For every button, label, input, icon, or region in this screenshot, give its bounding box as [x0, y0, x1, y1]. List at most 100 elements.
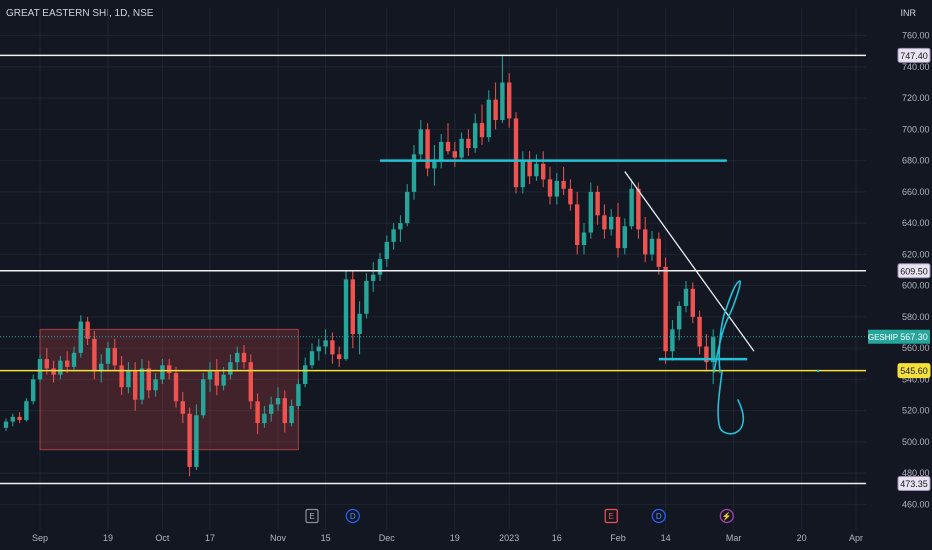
candle-body	[636, 188, 641, 230]
candle-body	[133, 370, 138, 400]
candle-body	[479, 123, 485, 138]
event-marker-label: D	[656, 512, 662, 521]
price-tick-label: 720.00	[902, 93, 930, 103]
trend-line	[624, 171, 755, 352]
candle-body	[581, 232, 587, 245]
candle-body	[112, 348, 117, 366]
price-tick-label: 520.00	[902, 406, 930, 416]
candle-body	[201, 379, 206, 416]
candle-body	[44, 359, 49, 369]
candle-body	[235, 352, 240, 363]
candle-body	[629, 188, 634, 227]
consolidation-zone	[39, 328, 299, 451]
time-tick-label: 19	[450, 533, 460, 543]
candle-body	[105, 348, 111, 364]
candle-body	[690, 288, 695, 317]
time-tick-label: 17	[205, 533, 215, 543]
candle-body	[37, 359, 43, 380]
time-tick-label: Apr	[849, 533, 863, 543]
marker-dot	[816, 369, 820, 373]
candle-body	[656, 238, 661, 267]
price-tick-label: 560.00	[902, 343, 930, 353]
candle-body	[194, 415, 199, 467]
candle-body	[146, 368, 151, 391]
candle-body	[391, 229, 396, 242]
price-level-label: 609.50	[900, 266, 928, 276]
candle-body	[51, 368, 56, 375]
candle-body	[398, 223, 403, 230]
event-marker	[651, 508, 666, 524]
candle-body	[323, 340, 328, 347]
candle-body	[622, 226, 627, 249]
candle-body	[309, 351, 315, 366]
price-tick-label: 480.00	[902, 468, 930, 478]
time-tick-label: Mar	[726, 533, 742, 543]
candle-body	[24, 401, 29, 420]
time-tick-label: Oct	[155, 533, 170, 543]
candle-body	[275, 398, 281, 405]
candle-body	[547, 179, 553, 197]
price-tick-label: 640.00	[902, 218, 930, 228]
candle-body	[241, 352, 247, 363]
candle-body	[432, 160, 437, 169]
event-markers: E D E D ⚡	[305, 508, 734, 524]
candle-body	[228, 362, 233, 375]
candle-body	[405, 191, 410, 224]
candle-body	[255, 401, 260, 424]
price-tick-label: 660.00	[902, 187, 930, 197]
candle-body	[187, 413, 192, 467]
candle-body	[534, 163, 539, 177]
last-price-label: 567.30	[900, 332, 928, 342]
candle-body	[575, 204, 580, 245]
candle-body	[343, 279, 349, 360]
candle-body	[711, 337, 716, 363]
candle-body	[425, 129, 430, 169]
price-tick-label: 500.00	[902, 437, 930, 447]
candle-body	[507, 82, 512, 119]
chart-title: GREAT EASTERN SHI, 1D, NSE	[6, 8, 154, 19]
candle-body	[153, 379, 158, 391]
candle-body	[92, 338, 97, 372]
candle-body	[670, 329, 675, 352]
price-tick-label: 740.00	[902, 62, 930, 72]
scribble-up	[713, 280, 742, 373]
scribble-down	[717, 371, 745, 435]
time-axis: Sep 19 Oct 17 Nov 15 Dec 19 2023 16 Feb 14 Mar 20 Apr	[32, 533, 863, 543]
candle-body	[85, 321, 90, 339]
time-tick-label: 15	[321, 533, 331, 543]
symbol-tag	[868, 329, 898, 344]
candle-body	[71, 352, 77, 367]
candle-body	[126, 370, 131, 388]
candle-body	[452, 151, 457, 158]
price-levels	[0, 54, 866, 485]
candle-body	[296, 384, 301, 406]
time-tick-label: 14	[661, 533, 671, 543]
time-tick-label: 2023	[499, 533, 519, 543]
candle-body	[513, 118, 519, 188]
candle-body	[439, 141, 444, 161]
drawings	[380, 159, 820, 435]
time-tick-label: Feb	[610, 533, 626, 543]
candle-body	[207, 371, 213, 380]
price-tick-label: 600.00	[902, 281, 930, 291]
candle-body	[357, 313, 362, 335]
candle-body	[493, 99, 498, 120]
event-marker	[305, 508, 319, 524]
time-tick-label: 20	[797, 533, 807, 543]
symbol-label: GESHIP	[868, 333, 898, 342]
candle-body	[364, 280, 369, 314]
candle-body	[677, 305, 682, 330]
price-level-tag	[897, 363, 931, 379]
candle-body	[350, 279, 355, 335]
consolidation-box	[39, 328, 299, 451]
candle-body	[541, 163, 546, 180]
candle-body	[377, 259, 383, 275]
candle-body	[160, 365, 165, 380]
candle-body	[180, 401, 185, 414]
time-tick-label: 19	[103, 533, 113, 543]
last-price-tag	[898, 329, 930, 344]
candle-body	[568, 188, 573, 205]
candle-body	[289, 405, 294, 424]
candle-body	[704, 346, 709, 363]
